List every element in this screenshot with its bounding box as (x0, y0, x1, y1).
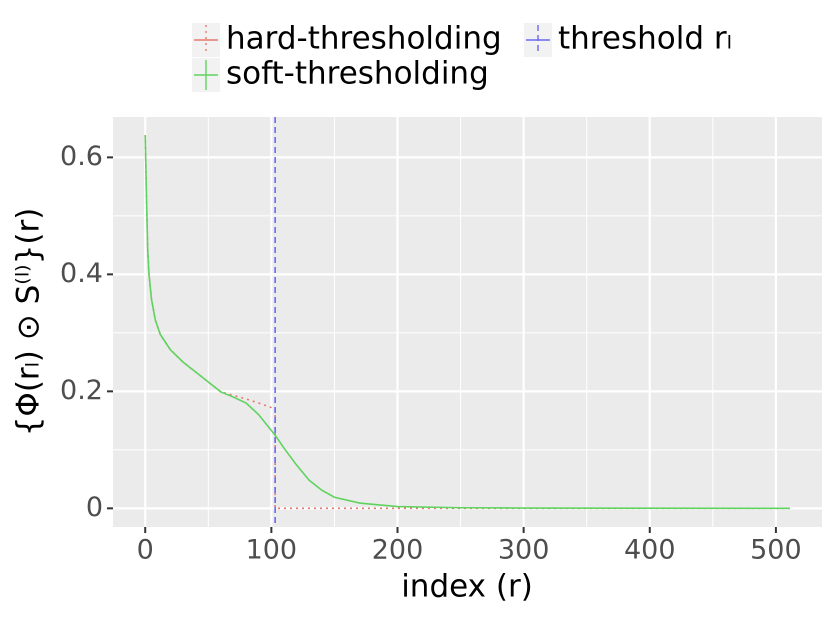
y-tick-label: 0.6 (60, 141, 103, 172)
panel (113, 117, 822, 527)
y-tick-label: 0.2 (60, 375, 103, 406)
x-tick-label: 100 (246, 535, 298, 566)
x-tick-label: 200 (372, 535, 424, 566)
x-tick-label: 400 (624, 535, 676, 566)
series-line (144, 135, 790, 510)
x-tick-label: 500 (750, 535, 802, 566)
x-tick-label: 300 (498, 535, 550, 566)
y-axis-title: {Φ(rₗ) ⊙ S⁽ˡ⁾}(r) (11, 208, 47, 437)
x-tick-label: 0 (137, 535, 154, 566)
legend-label: hard-thresholding (226, 21, 502, 57)
y-tick-label: 0.4 (60, 258, 103, 289)
x-axis-title: index (r) (401, 569, 533, 605)
legend-label: threshold rₗ (558, 21, 732, 57)
legend-label: soft-thresholding (226, 56, 489, 92)
y-tick-label: 0 (86, 492, 103, 523)
